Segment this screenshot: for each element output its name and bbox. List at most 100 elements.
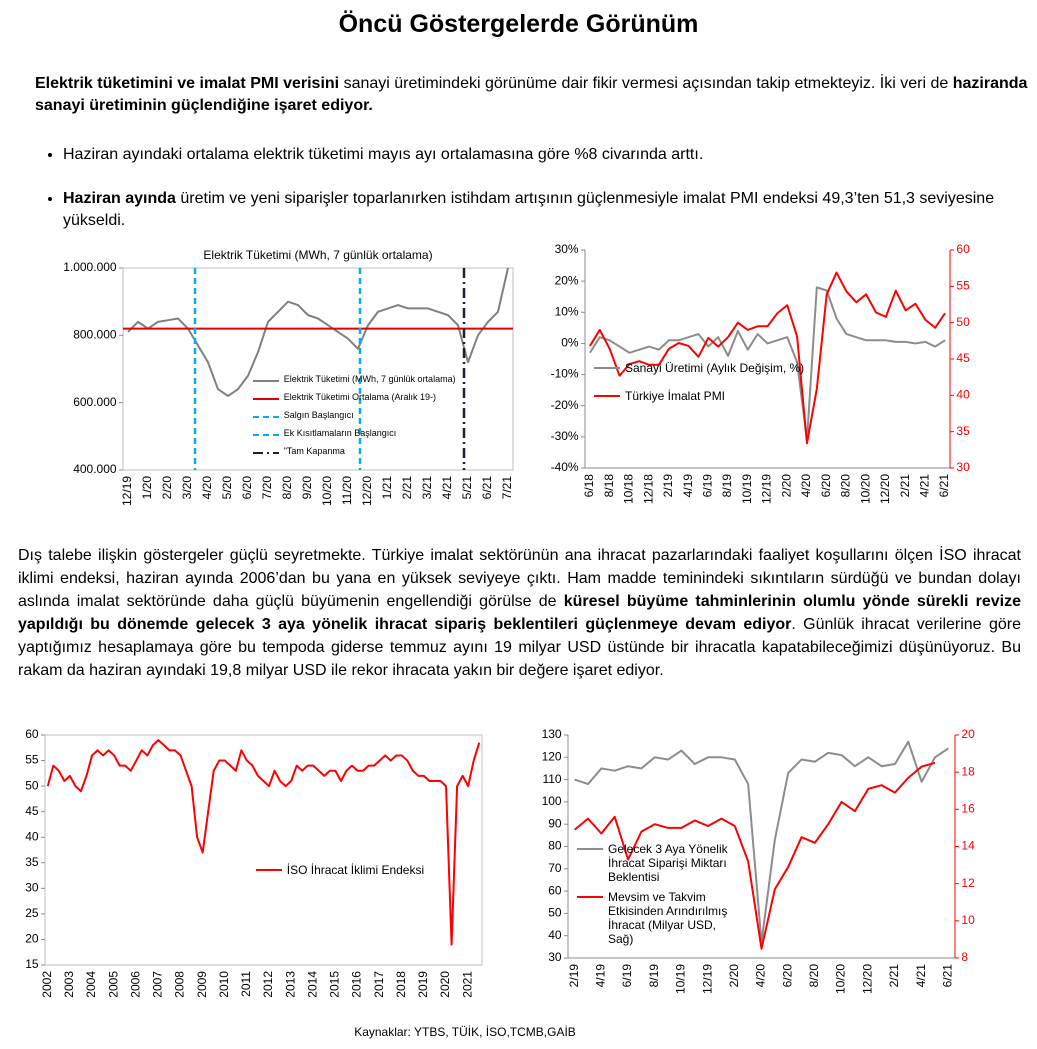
x-tick-label: 4/19 [594, 964, 608, 988]
legend-label: Ek Kısıtlamaların Başlangıcı [283, 428, 397, 438]
x-tick-label: 6/20 [240, 476, 254, 500]
x-tick-label: 12/19 [700, 964, 714, 994]
x-tick-label: 2/21 [898, 474, 912, 498]
x-tick-label: 1/21 [380, 476, 394, 500]
x-tick-label: 12/19 [120, 476, 134, 506]
y-tick-label: 35 [25, 855, 39, 869]
y-tick-label: 600.000 [73, 395, 117, 409]
legend-swatch [255, 869, 282, 871]
y2-tick-label: 12 [961, 876, 975, 890]
y-tick-label: 50 [25, 778, 39, 792]
legend: İSO İhracat İklimi Endeksi [255, 863, 424, 883]
y-tick-label: 60 [25, 727, 39, 741]
legend-entry: Elektrik Tüketimi (MWh, 7 günlük ortalam… [252, 374, 456, 386]
x-tick-label: 12/18 [641, 474, 655, 504]
legend-entry: Salgın Başlangıcı [252, 410, 456, 422]
y-tick-label: 25 [25, 906, 39, 920]
x-tick-label: 2020 [438, 971, 452, 998]
text-run: Dış talebe ilişkin göstergeler güçlü sey… [18, 547, 1021, 610]
x-tick-label: 10/20 [320, 476, 334, 506]
y2-tick-label: 45 [956, 351, 970, 365]
y-tick-label: 100 [542, 794, 562, 808]
y-tick-label: 10% [555, 304, 579, 318]
x-tick-label: 8/20 [839, 474, 853, 498]
x-tick-label: 2013 [283, 971, 297, 998]
x-tick-label: 4/21 [440, 476, 454, 500]
text-run: Haziran ayındaki ortalama elektrik tüket… [63, 146, 704, 163]
legend-label: Salgın Başlangıcı [283, 410, 354, 420]
y-tick-label: 30% [555, 242, 579, 256]
plot-frame [44, 734, 483, 966]
x-tick-label: 2/21 [887, 964, 901, 988]
x-tick-label: 6/21 [480, 476, 494, 500]
y-tick-label: 60 [548, 883, 562, 897]
x-tick-label: 7/21 [500, 476, 514, 500]
series-line [46, 739, 481, 946]
x-tick-label: 2012 [261, 971, 275, 998]
legend: Sanayi Üretimi (Aylık Değişim, %) Türkiye… [593, 361, 804, 409]
legend-entry: Gelecek 3 Aya Yönelik İhracat Siparişi M… [576, 842, 736, 884]
y-tick-label: 30 [25, 881, 39, 895]
y2-tick-label: 55 [956, 279, 970, 293]
y2-tick-label: 60 [956, 242, 970, 256]
x-tick-label: 4/20 [799, 474, 813, 498]
x-tick-label: 10/18 [622, 474, 636, 504]
series-line [589, 286, 946, 441]
y-tick-label: 80 [548, 839, 562, 853]
x-tick-label: 10/20 [858, 474, 872, 504]
legend: Gelecek 3 Aya Yönelik İhracat Siparişi M… [576, 842, 736, 952]
x-tick-label: 6/18 [582, 474, 596, 498]
series-line [589, 271, 946, 445]
x-tick-label: 6/21 [940, 964, 954, 988]
x-tick-label: 2015 [328, 971, 342, 998]
x-tick-label: 2009 [195, 971, 209, 998]
x-tick-label: 5/20 [220, 476, 234, 500]
x-tick-label: 5/21 [460, 476, 474, 500]
x-tick-label: 8/20 [807, 964, 821, 988]
y2-tick-label: 14 [961, 839, 975, 853]
legend-entry: "Tam Kapanma [252, 446, 456, 458]
text-run: Haziran ayında [63, 190, 176, 207]
legend-swatch [252, 434, 279, 436]
legend-swatch [252, 398, 279, 400]
y2-tick-label: 20 [961, 727, 975, 741]
legend-swatch [594, 394, 620, 397]
x-tick-label: 6/20 [819, 474, 833, 498]
x-tick-label: 2004 [84, 971, 98, 998]
legend-swatch [577, 896, 603, 898]
x-tick-label: 2/19 [661, 474, 675, 498]
y-tick-label: 15 [25, 957, 39, 971]
x-tick-label: 4/21 [918, 474, 932, 498]
y2-tick-label: 10 [961, 913, 975, 927]
y-tick-label: 0% [561, 336, 579, 350]
legend-entry: Elektrik Tüketimi Ortalama (Aralık 19-) [252, 392, 456, 404]
source-note: Kaynaklar: YTBS, TÜİK, İSO,TCMB,GAİB [354, 1025, 576, 1039]
y-tick-label: 45 [25, 804, 39, 818]
legend-entry: Türkiye İmalat PMI [593, 389, 804, 403]
y-tick-label: -20% [551, 398, 579, 412]
legend-entry: İSO İhracat İklimi Endeksi [255, 863, 424, 877]
x-tick-label: 4/20 [200, 476, 214, 500]
series-line [574, 761, 936, 950]
x-tick-label: 10/20 [834, 964, 848, 994]
legend-label: Türkiye İmalat PMI [625, 388, 726, 403]
y-tick-label: 20% [555, 273, 579, 287]
legend-swatch [577, 848, 603, 850]
x-tick-label: 2/20 [779, 474, 793, 498]
legend-entry: Ek Kısıtlamaların Başlangıcı [252, 428, 456, 440]
y2-tick-label: 8 [961, 950, 968, 964]
y-tick-label: 55 [25, 753, 39, 767]
text-run: üretim ve yeni siparişler toparlanırken … [63, 190, 995, 229]
legend-label: Mevsim ve Takvim Etkisinden Arındırılmış… [608, 890, 728, 946]
x-tick-label: 2002 [40, 971, 54, 998]
y-tick-label: 400.000 [73, 462, 117, 476]
x-tick-label: 4/20 [754, 964, 768, 988]
y2-tick-label: 30 [956, 460, 970, 474]
x-tick-label: 6/19 [620, 964, 634, 988]
y2-tick-label: 16 [961, 802, 975, 816]
x-tick-label: 2/20 [727, 964, 741, 988]
x-tick-label: 4/19 [681, 474, 695, 498]
y-tick-label: -30% [551, 429, 579, 443]
x-tick-label: 6/21 [937, 474, 951, 498]
